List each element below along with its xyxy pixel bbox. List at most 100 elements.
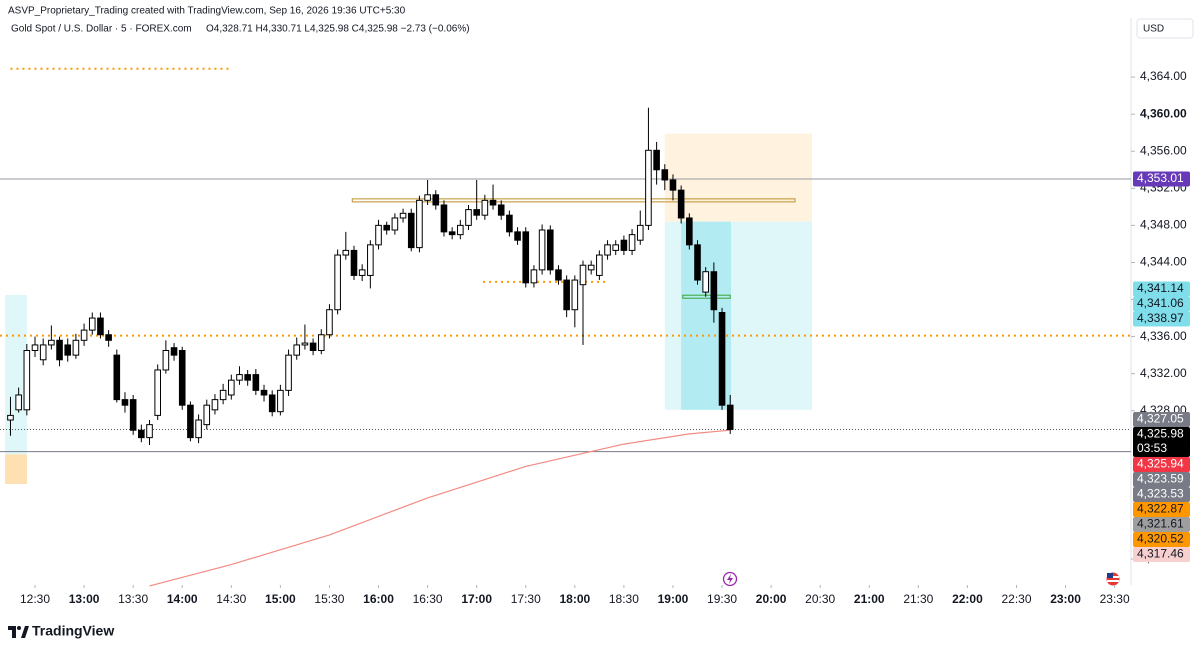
price-label: 4,323.59 [1137, 472, 1184, 486]
x-tick-label: 22:30 [1001, 592, 1031, 606]
candle-body [497, 204, 505, 216]
price-label: 4,321.61 [1137, 517, 1184, 531]
candle-body [645, 149, 652, 226]
candle-body [154, 369, 161, 416]
candle-body [448, 231, 456, 236]
ohlc-legend: O4,328.71 H4,330.71 L4,325.98 C4,325.98 … [206, 24, 470, 35]
candle-body [121, 399, 129, 406]
x-tick-label: 20:00 [756, 592, 787, 606]
candle-body [440, 204, 448, 233]
candle-body [555, 269, 562, 281]
brand: TradingView [32, 623, 114, 639]
x-tick-label: 14:00 [167, 592, 198, 606]
logo [8, 626, 29, 638]
candle-body [39, 344, 47, 361]
candle-body [48, 339, 55, 346]
candle-body [628, 234, 636, 251]
candle-body [367, 244, 374, 276]
candle-body [530, 269, 538, 284]
header: ASVP_Proprietary_Trading created with Tr… [8, 6, 406, 17]
candle-body [293, 344, 301, 356]
candle-body [694, 244, 701, 281]
candle-body [334, 254, 341, 311]
price-label: 4,338.97 [1137, 311, 1184, 325]
candle-body [432, 194, 440, 206]
x-tick-label: 18:30 [609, 592, 639, 606]
x-tick-label: 23:00 [1050, 592, 1081, 606]
candle-body [211, 399, 219, 411]
position-box [5, 454, 27, 484]
price-label: 4,323.53 [1137, 487, 1184, 501]
x-tick-label: 14:30 [216, 592, 246, 606]
candle-body [301, 342, 309, 346]
candle-body [97, 317, 104, 336]
price-label: 4,317.46 [1137, 547, 1184, 561]
chart-title: Gold Spot / U.S. Dollar · 5 · FOREX.com [11, 24, 192, 35]
candle-body [72, 339, 80, 356]
y-tick-label: 4,332.00 [1140, 366, 1187, 380]
candle-body [726, 404, 734, 430]
candle-body [457, 224, 464, 236]
candle-body [506, 214, 513, 233]
candle-body [489, 199, 497, 206]
candle-body [7, 414, 14, 421]
candle-body [571, 279, 579, 311]
candle-body [514, 231, 521, 241]
y-tick-label: 4,344.00 [1140, 255, 1187, 269]
candle-body [285, 354, 292, 391]
candle-body [587, 264, 595, 271]
candle-body [178, 350, 186, 406]
price-label: 4,320.52 [1137, 532, 1184, 546]
candle-body [309, 342, 317, 352]
currency: USD [1143, 24, 1164, 35]
candle-body [203, 404, 211, 426]
candle-body [277, 389, 284, 413]
price-label-bg [1133, 457, 1190, 473]
countdown: 03:53 [1137, 441, 1167, 455]
price-label-bg [1133, 412, 1190, 428]
candle-body [538, 229, 546, 271]
candle-body [244, 374, 251, 381]
candle-body [686, 217, 693, 246]
flag-icon [1106, 572, 1120, 586]
x-tick-label: 17:30 [511, 592, 541, 606]
price-label-bg [1133, 547, 1190, 563]
x-tick-label: 21:00 [854, 592, 885, 606]
candle-body [636, 224, 644, 241]
candle-body [342, 249, 350, 256]
candle-body [465, 209, 472, 226]
candle-body [653, 149, 660, 171]
x-tick-label: 22:00 [952, 592, 983, 606]
price-label-bg [1133, 171, 1190, 187]
price-label: 4,322.87 [1137, 502, 1184, 516]
candle-body [56, 339, 63, 361]
candle-body [268, 394, 276, 413]
x-tick-label: 12:30 [20, 592, 50, 606]
candle-body [15, 394, 22, 411]
x-tick-label: 16:00 [363, 592, 394, 606]
candle-body [260, 389, 268, 396]
candle-body [228, 379, 235, 396]
candle-body [416, 199, 423, 249]
candle-body [579, 264, 587, 286]
candle-body [187, 404, 194, 439]
price-label: 4,325.98 [1137, 427, 1184, 441]
candle-body [358, 269, 366, 276]
candle-body [236, 374, 243, 381]
candle-body [522, 231, 530, 284]
price-label: 4,341.06 [1137, 296, 1184, 310]
y-tick-label: 4,348.00 [1140, 218, 1187, 232]
price-label-bg [1133, 502, 1190, 518]
x-tick-label: 17:00 [461, 592, 492, 606]
x-tick-label: 21:30 [903, 592, 933, 606]
x-tick-label: 13:30 [118, 592, 148, 606]
price-label: 4,325.94 [1137, 457, 1184, 471]
price-label: 4,341.14 [1137, 281, 1184, 295]
candle-body [383, 224, 391, 231]
candle-body [661, 169, 669, 181]
position-box [664, 133, 813, 222]
candle-body [170, 347, 178, 356]
candle-body [105, 334, 112, 341]
y-tick-label: 4,364.00 [1140, 69, 1187, 83]
